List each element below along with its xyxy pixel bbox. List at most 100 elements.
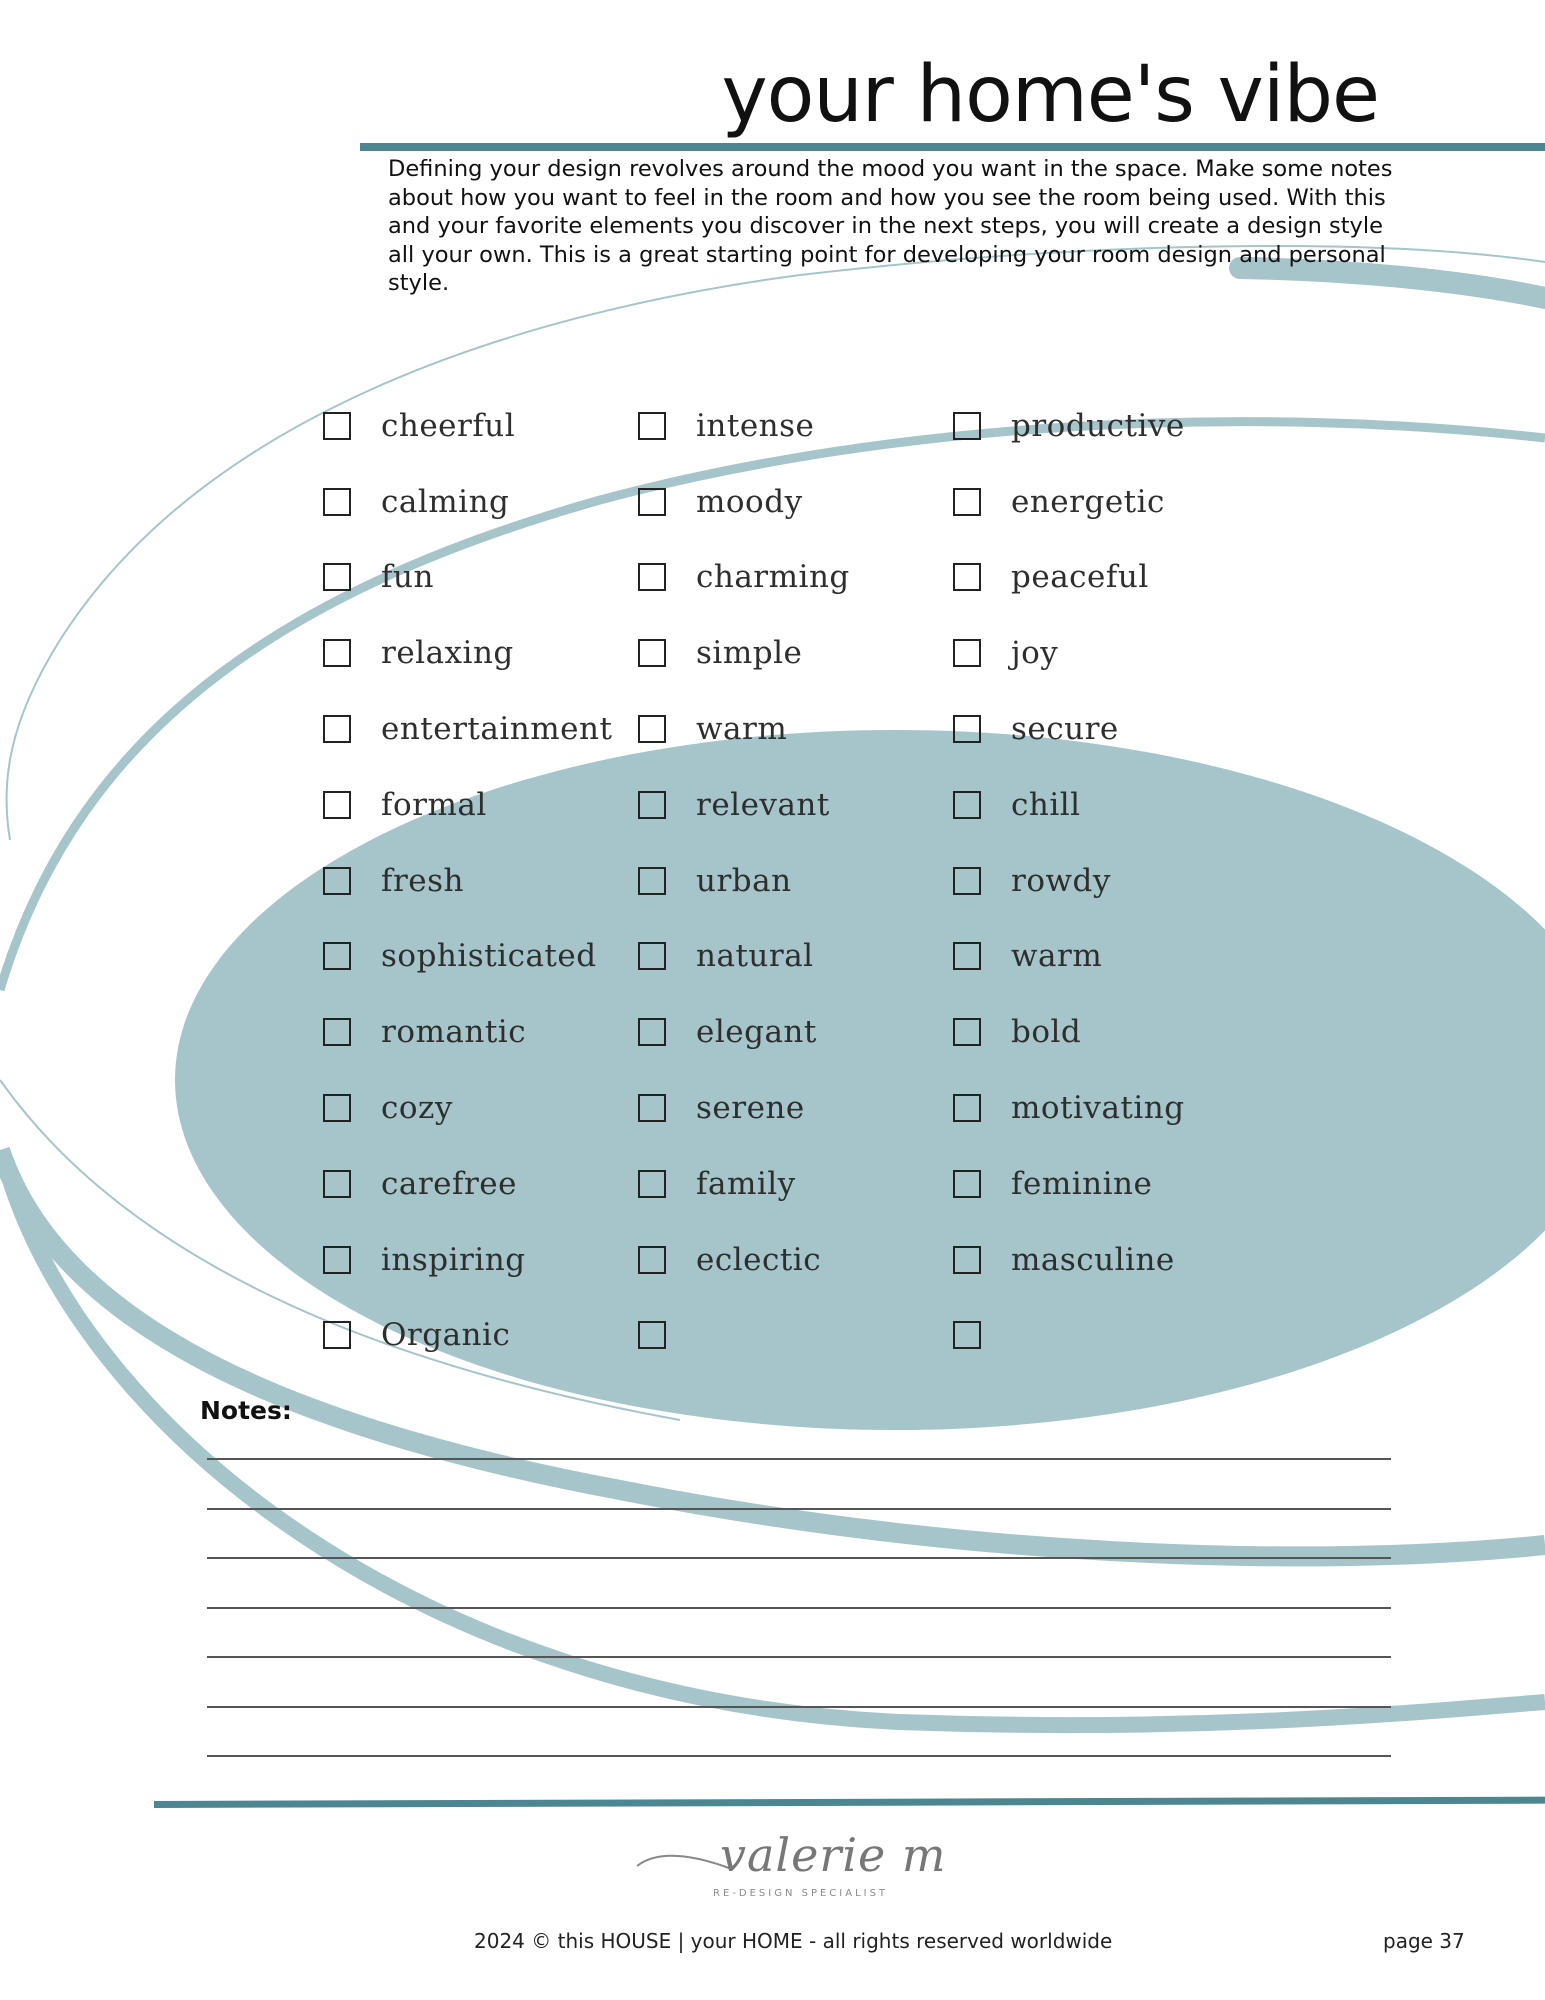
checklist-label: romantic xyxy=(381,1014,527,1051)
checklist-label: masculine xyxy=(1011,1241,1175,1278)
checkbox[interactable] xyxy=(323,715,351,744)
title-underline xyxy=(360,143,1545,151)
checkbox[interactable] xyxy=(953,1321,981,1350)
intro-paragraph: Defining your design revolves around the… xyxy=(388,156,1393,296)
checkbox[interactable] xyxy=(323,411,351,440)
checklist-item: productive xyxy=(953,388,1253,464)
checklist-item: rowdy xyxy=(953,843,1253,919)
checkbox[interactable] xyxy=(638,1169,666,1198)
checkbox[interactable] xyxy=(638,715,666,744)
notes-line[interactable] xyxy=(207,1557,1391,1559)
checklist-label: sophisticated xyxy=(381,938,597,975)
checklist-label: carefree xyxy=(381,1165,517,1202)
checkbox[interactable] xyxy=(953,790,981,819)
checklist-label: inspiring xyxy=(381,1241,526,1278)
checkbox[interactable] xyxy=(323,1321,351,1350)
page-title: your home's vibe xyxy=(721,50,1380,140)
checklist-item: joy xyxy=(953,615,1253,691)
checklist-item: formal xyxy=(323,767,623,843)
checkbox[interactable] xyxy=(638,1245,666,1274)
checkbox[interactable] xyxy=(638,866,666,895)
notes-line[interactable] xyxy=(207,1656,1391,1658)
notes-line[interactable] xyxy=(207,1458,1391,1460)
checklist-item: urban xyxy=(638,843,938,919)
checklist-item: masculine xyxy=(953,1222,1253,1298)
checklist-label: rowdy xyxy=(1011,862,1111,899)
checklist-label: charming xyxy=(696,559,850,596)
checkbox[interactable] xyxy=(953,1169,981,1198)
checkbox[interactable] xyxy=(323,1018,351,1047)
checkbox[interactable] xyxy=(953,1245,981,1274)
checkbox[interactable] xyxy=(323,1094,351,1123)
swirl-band-lower xyxy=(0,1146,1545,1567)
checklist-item: feminine xyxy=(953,1146,1253,1222)
checkbox[interactable] xyxy=(323,1245,351,1274)
checkbox[interactable] xyxy=(953,487,981,516)
checkbox[interactable] xyxy=(953,411,981,440)
checkbox[interactable] xyxy=(638,1094,666,1123)
checkbox[interactable] xyxy=(953,639,981,668)
checklist-item: motivating xyxy=(953,1070,1253,1146)
checkbox[interactable] xyxy=(638,790,666,819)
checkbox[interactable] xyxy=(953,563,981,592)
checklist-item: fresh xyxy=(323,843,623,919)
checklist-item: relevant xyxy=(638,767,938,843)
swirl-band-upper xyxy=(0,417,1545,992)
checklist-label: secure xyxy=(1011,711,1119,748)
checklist-label: warm xyxy=(1011,938,1103,975)
checklist-label: warm xyxy=(696,711,788,748)
notes-line[interactable] xyxy=(207,1706,1391,1708)
checkbox[interactable] xyxy=(953,1094,981,1123)
checklist-item: entertainment xyxy=(323,691,623,767)
checkbox[interactable] xyxy=(323,790,351,819)
notes-line[interactable] xyxy=(207,1508,1391,1510)
checkbox[interactable] xyxy=(953,715,981,744)
checklist-item: bold xyxy=(953,994,1253,1070)
checkbox[interactable] xyxy=(953,1018,981,1047)
checklist-label: fun xyxy=(381,559,434,596)
checkbox[interactable] xyxy=(323,942,351,971)
checkbox[interactable] xyxy=(638,563,666,592)
checkbox[interactable] xyxy=(638,639,666,668)
checkbox[interactable] xyxy=(323,1169,351,1198)
checklist-item: relaxing xyxy=(323,615,623,691)
checklist-item: carefree xyxy=(323,1146,623,1222)
checkbox[interactable] xyxy=(953,942,981,971)
checkbox[interactable] xyxy=(638,411,666,440)
checklist-item: eclectic xyxy=(638,1222,938,1298)
checkbox[interactable] xyxy=(638,942,666,971)
checklist-item: simple xyxy=(638,615,938,691)
checklist-item: natural xyxy=(638,919,938,995)
checklist-item: secure xyxy=(953,691,1253,767)
checkbox[interactable] xyxy=(323,866,351,895)
footer-copyright: 2024 © this HOUSE | your HOME - all righ… xyxy=(474,1929,1113,1953)
checklist-item: warm xyxy=(953,919,1253,995)
swirl-band-top xyxy=(5,245,1545,841)
notes-line[interactable] xyxy=(207,1755,1391,1757)
checklist-column-2: intense moody charming simple warm relev… xyxy=(638,388,938,1373)
checklist-label: simple xyxy=(696,635,803,672)
checklist-label: feminine xyxy=(1011,1165,1153,1202)
background-ellipse xyxy=(175,730,1545,1430)
swirl-band-right-top xyxy=(1229,257,1545,309)
page-number: page 37 xyxy=(1383,1929,1465,1953)
checklist-item: calming xyxy=(323,464,623,540)
checkbox[interactable] xyxy=(323,487,351,516)
checklist-item: cheerful xyxy=(323,388,623,464)
checklist-item: romantic xyxy=(323,994,623,1070)
checkbox[interactable] xyxy=(323,639,351,668)
checkbox[interactable] xyxy=(638,487,666,516)
checklist-label: cheerful xyxy=(381,407,516,444)
notes-line[interactable] xyxy=(207,1607,1391,1609)
checklist-label: family xyxy=(696,1165,796,1202)
checklist-item: chill xyxy=(953,767,1253,843)
checkbox[interactable] xyxy=(953,866,981,895)
checkbox[interactable] xyxy=(638,1018,666,1047)
checklist-label: productive xyxy=(1011,407,1185,444)
checklist-item: peaceful xyxy=(953,540,1253,616)
logo-tagline: RE-DESIGN SPECIALIST xyxy=(713,1888,889,1899)
checkbox[interactable] xyxy=(323,563,351,592)
checklist-item: inspiring xyxy=(323,1222,623,1298)
checkbox[interactable] xyxy=(638,1321,666,1350)
